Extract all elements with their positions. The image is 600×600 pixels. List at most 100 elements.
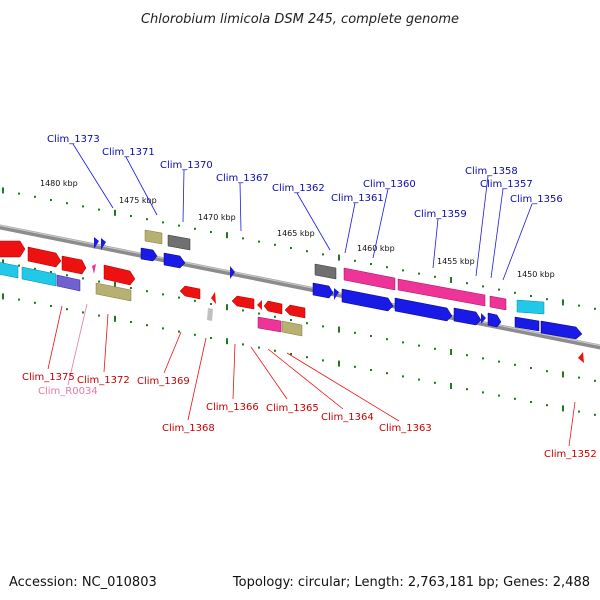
gene-reverse[interactable] — [231, 295, 255, 310]
scale-tick-minor — [386, 372, 388, 375]
gene-rna[interactable] — [92, 264, 96, 274]
gene-cyan[interactable] — [21, 266, 57, 287]
gene-olive[interactable] — [95, 282, 132, 302]
gene-label-clim-1372[interactable]: Clim_1372 — [77, 375, 130, 386]
scale-tick-minor — [530, 367, 532, 369]
gene-labels-top: Clim_1373 Clim_1371 Clim_1370 Clim_1367 … — [47, 134, 563, 220]
gene-forward[interactable] — [94, 237, 99, 249]
gene-forward[interactable] — [101, 238, 106, 250]
gene-rna[interactable] — [489, 295, 507, 311]
gene-label-clim-1365[interactable]: Clim_1365 — [266, 403, 319, 414]
scale-tick-minor — [594, 413, 596, 416]
scale-tick-minor — [34, 195, 36, 198]
gene-forward[interactable] — [163, 252, 186, 269]
gene-label-clim-1360[interactable]: Clim_1360 — [363, 179, 416, 190]
leader-clim-r0034 — [67, 303, 88, 386]
scale-tick-major — [562, 299, 564, 306]
gene-label-clim-1368[interactable]: Clim_1368 — [162, 423, 215, 434]
scale-tick-major — [114, 209, 116, 216]
gene-label-clim-1352[interactable]: Clim_1352 — [544, 449, 597, 460]
gene-forward[interactable] — [394, 297, 453, 322]
scale-tick-minor — [306, 250, 308, 253]
gene-rna[interactable] — [397, 278, 486, 307]
scale-tick-minor — [50, 199, 52, 201]
gene-reverse[interactable] — [257, 300, 262, 310]
scale-tick-minor — [434, 275, 436, 278]
gene-forward[interactable] — [540, 320, 583, 340]
gene-forward[interactable] — [487, 312, 502, 328]
gene-rna[interactable] — [343, 267, 396, 291]
gene-features — [0, 229, 584, 363]
gene-forward[interactable] — [230, 266, 235, 279]
scale-ticks-upper — [2, 187, 596, 310]
gene-label-clim-1375[interactable]: Clim_1375 — [22, 372, 75, 383]
gene-label-clim-1356[interactable]: Clim_1356 — [510, 194, 563, 205]
scale-tick-minor — [82, 277, 84, 280]
gene-label-clim-1369[interactable]: Clim_1369 — [137, 376, 190, 387]
scale-tick-major — [226, 338, 228, 345]
scale-tick-minor — [546, 370, 548, 373]
gene-label-clim-1370[interactable]: Clim_1370 — [160, 160, 213, 171]
scale-tick-minor — [210, 231, 212, 233]
scale-tick-minor — [530, 295, 532, 297]
scale-tick-minor — [178, 224, 180, 227]
scale-label-1465: 1465 kbp — [277, 229, 315, 238]
scale-tick-major — [338, 360, 340, 367]
scale-tick-minor — [418, 344, 420, 347]
topology-summary: Topology: circular; Length: 2,763,181 bp… — [232, 575, 590, 590]
gene-gray[interactable] — [314, 263, 337, 280]
scale-tick-minor — [98, 314, 100, 317]
scale-tick-minor — [370, 263, 372, 265]
scale-label-1455: 1455 kbp — [437, 257, 475, 266]
gene-forward[interactable] — [514, 316, 540, 332]
gene-olive[interactable] — [144, 229, 163, 245]
scale-tick-minor — [162, 327, 164, 330]
gene-label-clim-1358[interactable]: Clim_1358 — [465, 166, 518, 177]
gene-label-clim-1366[interactable]: Clim_1366 — [206, 402, 259, 413]
gene-label-clim-1363[interactable]: Clim_1363 — [379, 423, 432, 434]
gene-forward[interactable] — [481, 313, 486, 324]
gene-label-clim-r0034[interactable]: Clim_R0034 — [38, 386, 98, 397]
gene-forward[interactable] — [140, 247, 158, 262]
gene-reverse[interactable] — [211, 292, 216, 304]
gene-label-clim-1367[interactable]: Clim_1367 — [216, 173, 269, 184]
scale-tick-minor — [594, 307, 596, 310]
gene-reverse[interactable] — [61, 255, 87, 275]
gene-label-clim-1364[interactable]: Clim_1364 — [321, 412, 374, 423]
gene-label-clim-1359[interactable]: Clim_1359 — [414, 209, 467, 220]
gene-reverse[interactable] — [27, 246, 62, 268]
gene-gray[interactable] — [167, 234, 191, 251]
gene-purple[interactable] — [56, 274, 81, 292]
gene-reverse[interactable] — [284, 304, 306, 319]
leader-clim-1367 — [239, 182, 242, 232]
gene-reverse[interactable] — [179, 285, 201, 300]
gene-pseudo[interactable] — [207, 308, 213, 321]
scale-tick-minor — [274, 315, 276, 318]
gene-label-clim-1357[interactable]: Clim_1357 — [480, 179, 533, 190]
scale-tick-minor — [434, 347, 436, 350]
gene-reverse[interactable] — [0, 240, 26, 258]
gene-forward[interactable] — [334, 288, 339, 300]
gene-label-clim-1361[interactable]: Clim_1361 — [331, 193, 384, 204]
leader-clim-1369 — [163, 331, 182, 374]
gene-forward[interactable] — [453, 307, 482, 326]
gene-reverse[interactable] — [103, 264, 136, 286]
gene-reverse[interactable] — [578, 352, 584, 363]
gene-reverse[interactable] — [263, 300, 283, 315]
gene-rna[interactable] — [257, 316, 282, 333]
gene-olive[interactable] — [281, 320, 303, 337]
scale-tick-major — [450, 349, 452, 355]
gene-label-clim-1373[interactable]: Clim_1373 — [47, 134, 100, 145]
gene-label-clim-1371[interactable]: Clim_1371 — [102, 147, 155, 158]
gene-label-clim-1362[interactable]: Clim_1362 — [272, 183, 325, 194]
scale-tick-minor — [66, 202, 68, 205]
gene-forward[interactable] — [341, 288, 394, 312]
gene-forward[interactable] — [312, 282, 334, 299]
gene-cyan[interactable] — [0, 262, 19, 279]
scale-tick-major — [2, 293, 4, 300]
leader-clim-1352 — [568, 401, 576, 447]
gene-cyan[interactable] — [516, 299, 545, 315]
leader-clim-1362 — [296, 192, 331, 251]
scale-tick-minor — [418, 378, 420, 381]
scale-tick-minor — [370, 335, 372, 337]
